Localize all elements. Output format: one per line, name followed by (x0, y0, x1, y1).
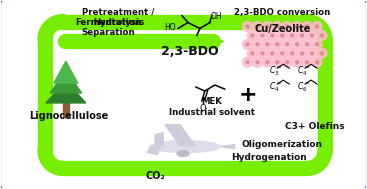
Circle shape (256, 61, 259, 64)
Circle shape (272, 40, 282, 49)
Circle shape (276, 43, 279, 46)
Polygon shape (41, 29, 50, 41)
Circle shape (296, 25, 299, 28)
Circle shape (271, 34, 274, 37)
Circle shape (287, 48, 297, 58)
Circle shape (286, 43, 289, 46)
Circle shape (272, 22, 282, 31)
Circle shape (251, 52, 254, 55)
Circle shape (320, 52, 323, 55)
Circle shape (286, 61, 289, 64)
Circle shape (297, 48, 307, 58)
Circle shape (296, 61, 299, 64)
Circle shape (262, 57, 272, 67)
Text: $C_6^=$: $C_6^=$ (297, 80, 310, 94)
Circle shape (266, 25, 269, 28)
Polygon shape (147, 147, 160, 155)
Circle shape (301, 34, 304, 37)
Circle shape (302, 57, 312, 67)
Circle shape (276, 61, 279, 64)
Circle shape (310, 52, 313, 55)
Circle shape (262, 40, 272, 49)
Circle shape (292, 40, 302, 49)
Circle shape (256, 43, 259, 46)
Circle shape (281, 52, 284, 55)
Text: +: + (238, 85, 257, 105)
Text: Fermentation
Separation: Fermentation Separation (76, 18, 142, 37)
Text: O: O (200, 104, 206, 113)
Circle shape (317, 30, 327, 40)
Bar (63, 101, 69, 117)
Circle shape (277, 48, 287, 58)
Text: Cu/Zeolite: Cu/Zeolite (254, 25, 310, 34)
Circle shape (252, 40, 262, 49)
Circle shape (281, 34, 284, 37)
Circle shape (306, 61, 309, 64)
Circle shape (271, 52, 274, 55)
Circle shape (297, 30, 307, 40)
Ellipse shape (177, 151, 189, 156)
Circle shape (316, 61, 319, 64)
Text: CO₂: CO₂ (145, 171, 165, 181)
Text: 2,3-BDO conversion: 2,3-BDO conversion (234, 8, 330, 17)
Circle shape (252, 57, 262, 67)
Text: C3+ Olefins: C3+ Olefins (285, 122, 345, 131)
Text: Hydrogenation: Hydrogenation (232, 153, 307, 162)
Circle shape (243, 40, 252, 49)
Circle shape (266, 61, 269, 64)
Text: $C_4^=$: $C_4^=$ (297, 64, 310, 78)
Circle shape (266, 43, 269, 46)
Text: Lignocellulose: Lignocellulose (29, 111, 109, 121)
Circle shape (246, 61, 249, 64)
Polygon shape (46, 81, 86, 103)
Polygon shape (165, 125, 195, 146)
Circle shape (246, 25, 249, 28)
Circle shape (246, 43, 249, 46)
Text: $C_4^=$: $C_4^=$ (269, 80, 282, 94)
Circle shape (307, 48, 317, 58)
Circle shape (272, 57, 282, 67)
Circle shape (312, 22, 322, 31)
Circle shape (312, 40, 322, 49)
Circle shape (276, 25, 279, 28)
Polygon shape (220, 145, 235, 149)
Circle shape (316, 43, 319, 46)
Circle shape (292, 57, 302, 67)
Circle shape (268, 48, 277, 58)
Text: Pretreatment /
Hydrolysis: Pretreatment / Hydrolysis (82, 8, 155, 27)
Circle shape (320, 34, 323, 37)
Text: Oligomerization: Oligomerization (242, 140, 323, 149)
Circle shape (258, 48, 268, 58)
Text: MEK
Industrial solvent: MEK Industrial solvent (169, 97, 255, 117)
Circle shape (317, 48, 327, 58)
Circle shape (316, 25, 319, 28)
Polygon shape (50, 71, 82, 93)
Circle shape (302, 22, 312, 31)
Circle shape (312, 57, 322, 67)
Circle shape (258, 30, 268, 40)
Circle shape (306, 43, 309, 46)
Circle shape (282, 40, 292, 49)
Circle shape (243, 57, 252, 67)
Circle shape (287, 30, 297, 40)
Polygon shape (211, 37, 224, 46)
Circle shape (251, 34, 254, 37)
Circle shape (282, 57, 292, 67)
Polygon shape (65, 164, 78, 173)
Circle shape (252, 22, 262, 31)
Circle shape (282, 22, 292, 31)
Circle shape (247, 48, 258, 58)
Circle shape (268, 30, 277, 40)
Text: OH: OH (211, 12, 222, 21)
Circle shape (277, 30, 287, 40)
Circle shape (243, 22, 252, 31)
Polygon shape (54, 61, 78, 83)
Polygon shape (320, 94, 330, 107)
Text: HO: HO (164, 23, 176, 32)
Polygon shape (218, 17, 230, 26)
Circle shape (247, 30, 258, 40)
Polygon shape (155, 133, 163, 146)
Circle shape (301, 52, 304, 55)
Circle shape (291, 34, 294, 37)
